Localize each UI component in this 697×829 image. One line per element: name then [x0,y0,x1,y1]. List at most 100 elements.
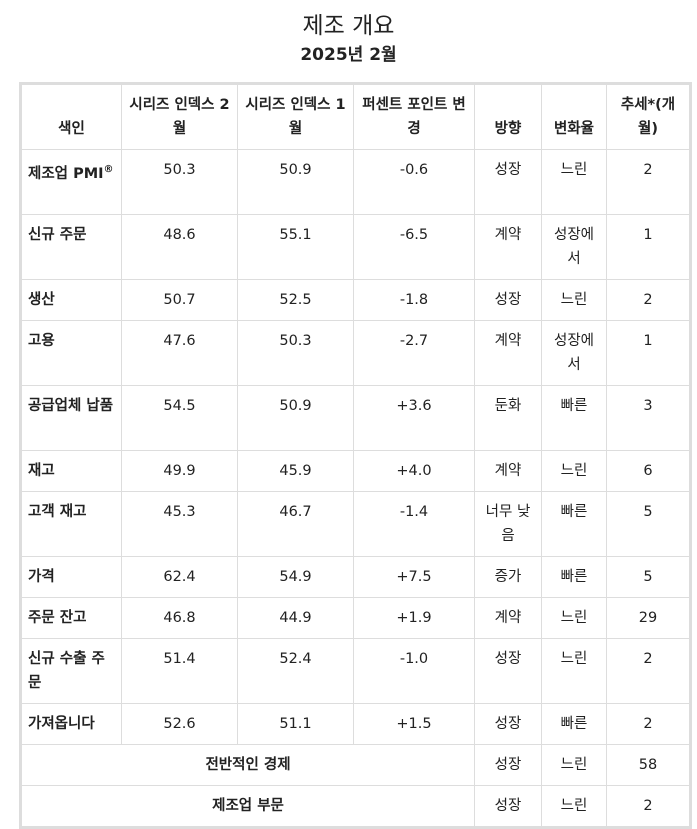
row-name: 고용 [20,320,122,386]
cell-jan: 50.9 [237,385,354,451]
cell-jan: 54.9 [237,556,354,598]
cell-rate: 성장에서 [541,320,607,386]
cell-change: +4.0 [353,450,475,492]
row-name-text: 제조업 PMI [28,165,104,182]
row-name: 주문 잔고 [20,597,122,639]
cell-feb: 54.5 [121,385,238,451]
table-row: 고용 47.6 50.3 -2.7 계약 성장에서 1 [20,320,691,386]
header-index: 색인 [20,83,122,150]
cell-feb: 50.3 [121,149,238,215]
cell-trend: 2 [606,703,691,745]
header-trend: 추세*(개월) [606,83,691,150]
cell-trend: 6 [606,450,691,492]
cell-feb: 51.4 [121,638,238,704]
cell-rate: 느린 [541,279,607,321]
cell-feb: 47.6 [121,320,238,386]
row-name-text: 재고 [28,463,55,479]
cell-change: -6.5 [353,214,475,280]
cell-rate: 느린 [541,450,607,492]
cell-trend: 1 [606,320,691,386]
summary-row: 제조업 부문 성장 느린 2 [20,785,691,828]
row-name-text: 가격 [28,569,55,585]
cell-direction: 성장 [474,703,542,745]
cell-rate: 느린 [541,785,607,828]
table-row: 고객 재고 45.3 46.7 -1.4 너무 낮음 빠른 5 [20,491,691,557]
cell-direction: 증가 [474,556,542,598]
cell-rate: 빠른 [541,491,607,557]
table-row: 신규 주문 48.6 55.1 -6.5 계약 성장에서 1 [20,214,691,280]
cell-direction: 성장 [474,638,542,704]
cell-trend: 3 [606,385,691,451]
cell-jan: 52.5 [237,279,354,321]
cell-trend: 2 [606,279,691,321]
row-name-text: 고객 재고 [28,504,87,520]
row-name: 고객 재고 [20,491,122,557]
cell-trend: 5 [606,491,691,557]
cell-feb: 50.7 [121,279,238,321]
table-row: 주문 잔고 46.8 44.9 +1.9 계약 느린 29 [20,597,691,639]
cell-direction: 성장 [474,744,542,786]
table-row: 신규 수출 주문 51.4 52.4 -1.0 성장 느린 2 [20,638,691,704]
row-name: 가격 [20,556,122,598]
table-row: 가져옵니다 52.6 51.1 +1.5 성장 빠른 2 [20,703,691,745]
cell-trend: 2 [606,149,691,215]
cell-rate: 빠른 [541,703,607,745]
cell-trend: 2 [606,638,691,704]
cell-change: -1.8 [353,279,475,321]
cell-trend: 1 [606,214,691,280]
row-name-text: 신규 수출 주문 [28,651,105,691]
row-name-text: 주문 잔고 [28,610,87,626]
header-rate: 변화율 [541,83,607,150]
cell-trend: 58 [606,744,691,786]
cell-direction: 둔화 [474,385,542,451]
header-jan: 시리즈 인덱스 1월 [237,83,354,150]
cell-jan: 55.1 [237,214,354,280]
cell-trend: 2 [606,785,691,828]
registered-mark: ® [103,164,114,175]
table-row: 재고 49.9 45.9 +4.0 계약 느린 6 [20,450,691,492]
row-name: 가져옵니다 [20,703,122,745]
page-subtitle: 2025년 2월 [300,45,397,65]
cell-trend: 29 [606,597,691,639]
cell-direction: 성장 [474,279,542,321]
header-row: 색인 시리즈 인덱스 2월 시리즈 인덱스 1월 퍼센트 포인트 변경 방향 변… [20,83,691,150]
row-name: 생산 [20,279,122,321]
cell-direction: 계약 [474,214,542,280]
header-direction: 방향 [474,83,542,150]
row-name-text: 가져옵니다 [28,716,95,732]
cell-change: +7.5 [353,556,475,598]
cell-feb: 46.8 [121,597,238,639]
manufacturing-summary-table: 색인 시리즈 인덱스 2월 시리즈 인덱스 1월 퍼센트 포인트 변경 방향 변… [19,82,692,829]
cell-change: +3.6 [353,385,475,451]
cell-direction: 계약 [474,450,542,492]
row-name-text: 생산 [28,292,55,308]
row-name: 제조업 PMI® [20,149,122,215]
header-change: 퍼센트 포인트 변경 [353,83,475,150]
cell-feb: 62.4 [121,556,238,598]
cell-direction: 너무 낮음 [474,491,542,557]
summary-row: 전반적인 경제 성장 느린 58 [20,744,691,786]
summary-name: 제조업 부문 [20,785,475,828]
cell-rate: 느린 [541,744,607,786]
cell-rate: 느린 [541,638,607,704]
row-name: 신규 수출 주문 [20,638,122,704]
cell-jan: 50.9 [237,149,354,215]
row-name: 재고 [20,450,122,492]
cell-feb: 48.6 [121,214,238,280]
cell-jan: 50.3 [237,320,354,386]
cell-direction: 성장 [474,785,542,828]
cell-change: -0.6 [353,149,475,215]
cell-direction: 계약 [474,597,542,639]
row-name-text: 신규 주문 [28,227,87,243]
cell-rate: 빠른 [541,385,607,451]
page-title: 제조 개요 [302,13,395,39]
cell-jan: 52.4 [237,638,354,704]
cell-change: -1.0 [353,638,475,704]
cell-feb: 49.9 [121,450,238,492]
table-row: 생산 50.7 52.5 -1.8 성장 느린 2 [20,279,691,321]
cell-rate: 느린 [541,149,607,215]
cell-direction: 성장 [474,149,542,215]
cell-jan: 51.1 [237,703,354,745]
row-name-text: 고용 [28,333,55,349]
cell-feb: 52.6 [121,703,238,745]
